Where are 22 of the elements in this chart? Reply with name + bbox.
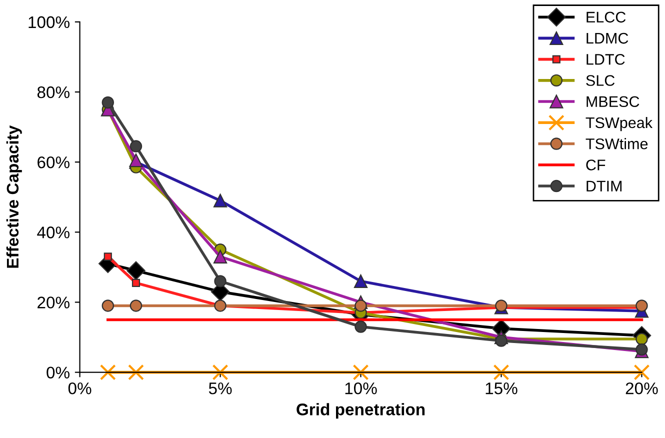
legend-label: TSWtime xyxy=(586,138,648,150)
y-tick-label: 100% xyxy=(28,16,70,28)
y-tick-label: 40% xyxy=(37,226,70,238)
legend-label: LDMC xyxy=(586,32,628,44)
legend-label: TSWpeak xyxy=(586,116,653,132)
y-tick-label: 80% xyxy=(37,86,70,98)
legend-label: ELCC xyxy=(586,12,626,23)
legend-label: DTIM xyxy=(586,180,622,192)
x-tick-label: 0% xyxy=(68,382,92,394)
x-tick-label: 5% xyxy=(208,382,232,394)
y-axis-title: Effective Capacity xyxy=(6,125,22,268)
legend-label: CF xyxy=(586,160,606,170)
x-axis-title: Grid penetration xyxy=(296,403,425,419)
x-tick-label: 15% xyxy=(486,382,518,394)
y-tick-label: 0% xyxy=(46,366,70,379)
legend-label: MBESC xyxy=(586,96,640,108)
y-tick-label: 60% xyxy=(38,156,70,168)
x-tick-label: 20% xyxy=(626,382,658,394)
y-tick-label: 20% xyxy=(38,296,70,308)
x-tick-label: 10% xyxy=(345,382,377,394)
legend-label: LDTC xyxy=(586,54,625,65)
legend-label: SLC xyxy=(586,75,615,86)
